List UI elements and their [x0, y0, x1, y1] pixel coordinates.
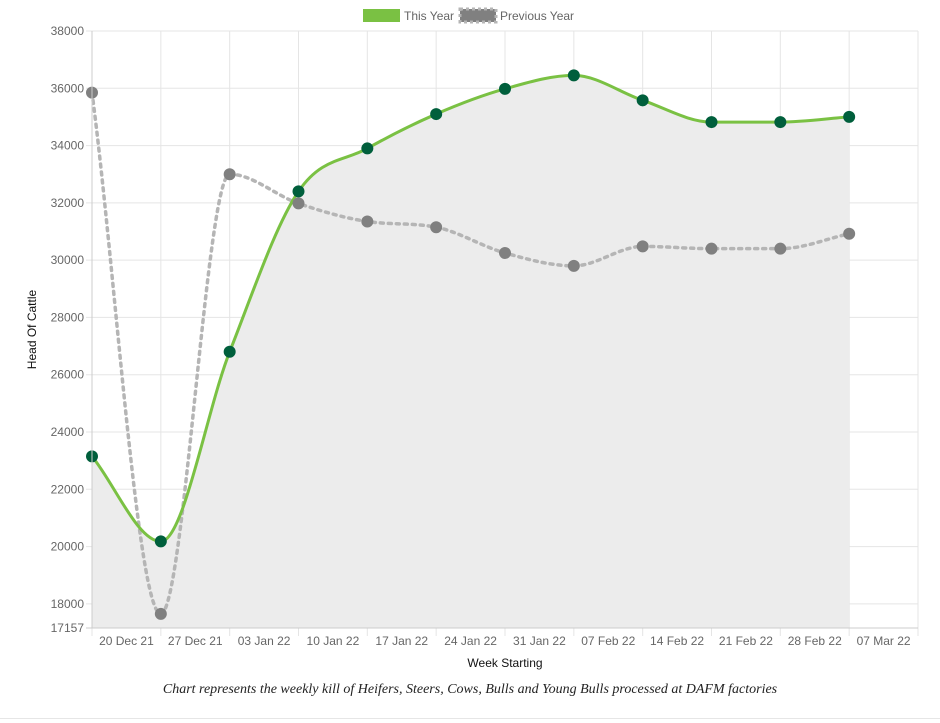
previous-year-point	[430, 221, 443, 234]
x-tick-label: 27 Dec 21	[168, 634, 223, 648]
y-axis-title: Head Of Cattle	[25, 289, 39, 369]
this-year-point	[567, 69, 580, 82]
this-year-point	[292, 185, 305, 198]
weekly-kill-chart: 17157 18000 20000 22000 24000 26000 28000 30000…	[25, 7, 919, 670]
area-fill	[92, 75, 850, 629]
x-tick-label: 07 Mar 22	[857, 634, 911, 648]
y-tick-label: 32000	[51, 196, 85, 210]
previous-year-point	[705, 242, 718, 255]
y-tick-label: 26000	[51, 368, 85, 382]
previous-year-point	[843, 227, 856, 240]
x-tick-label: 10 Jan 22	[307, 634, 360, 648]
previous-year-point	[636, 240, 649, 253]
y-tick-label: 38000	[51, 24, 85, 38]
y-tick-label: 28000	[51, 310, 85, 324]
legend-swatch-this-year	[363, 9, 400, 22]
previous-year-point	[567, 259, 580, 272]
this-year-point	[154, 535, 167, 548]
legend-label: This Year	[404, 9, 454, 23]
y-tick-label: 18000	[51, 597, 85, 611]
y-tick-label: 36000	[51, 81, 85, 95]
previous-year-point	[154, 607, 167, 620]
x-tick-label: 24 Jan 22	[444, 634, 497, 648]
previous-year-point	[774, 242, 787, 255]
chart-caption: Chart represents the weekly kill of Heif…	[162, 682, 778, 697]
this-year-point	[705, 116, 718, 129]
y-tick-label: 34000	[51, 139, 85, 153]
x-tick-label: 28 Feb 22	[788, 634, 842, 648]
y-tick-label: 17157	[51, 621, 85, 635]
this-year-point	[361, 142, 374, 155]
legend-swatch-previous-year	[458, 7, 498, 24]
chart-container: 17157 18000 20000 22000 24000 26000 28000 30000…	[25, 7, 919, 670]
this-year-point	[843, 110, 856, 123]
x-tick-label: 17 Jan 22	[375, 634, 428, 648]
this-year-area	[92, 75, 850, 629]
x-tick-label: 20 Dec 21	[99, 634, 154, 648]
previous-year-point	[223, 168, 236, 181]
this-year-point	[223, 345, 236, 358]
y-tick-label: 24000	[51, 425, 85, 439]
y-tick-label: 30000	[51, 253, 85, 267]
x-tick-label: 07 Feb 22	[581, 634, 635, 648]
x-tick-label: 03 Jan 22	[238, 634, 291, 648]
this-year-point	[430, 108, 443, 121]
this-year-point	[636, 94, 649, 107]
x-tick-label: 21 Feb 22	[719, 634, 773, 648]
this-year-point	[499, 82, 511, 95]
axes: 17157 18000 20000 22000 24000 26000 28000 30000…	[25, 24, 918, 670]
x-tick-label: 14 Feb 22	[650, 634, 704, 648]
x-axis-title: Week Starting	[467, 656, 542, 670]
legend: This Year Previous Year	[363, 7, 574, 24]
y-tick-label: 20000	[51, 540, 85, 554]
previous-year-point	[499, 246, 511, 259]
this-year-point	[774, 116, 787, 129]
y-tick-label: 22000	[51, 482, 85, 496]
previous-year-point	[292, 197, 305, 210]
legend-label: Previous Year	[500, 9, 574, 23]
data-points	[86, 69, 856, 620]
divider	[0, 718, 940, 719]
previous-year-point	[361, 215, 374, 228]
x-tick-label: 31 Jan 22	[513, 634, 566, 648]
